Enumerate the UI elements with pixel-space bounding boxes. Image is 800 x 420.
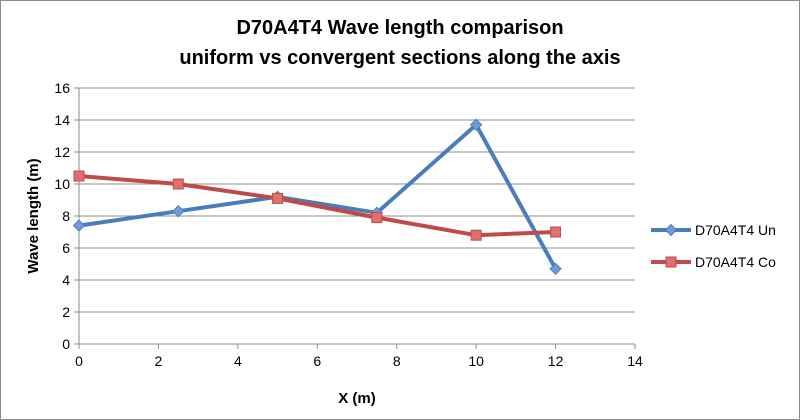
data-point-series-2 [172, 178, 184, 190]
series-line-1 [77, 122, 558, 271]
data-point-series-2 [73, 170, 85, 182]
legend-label-1: D70A4T4 Un [695, 222, 776, 238]
data-point-series-2 [550, 226, 562, 238]
x-axis-title: X (m) [338, 390, 376, 407]
legend-label-2: D70A4T4 Co [695, 254, 776, 270]
data-point-series-1 [469, 118, 483, 132]
y-tick-label: 2 [62, 304, 70, 320]
series-line-2 [77, 174, 558, 238]
y-tick-label: 12 [54, 144, 70, 160]
data-point-series-1 [72, 219, 86, 232]
y-tick-label: 14 [54, 112, 70, 128]
chart-title-line-2: uniform vs convergent sections along the… [179, 47, 620, 69]
data-point-series-2 [470, 229, 482, 241]
x-tick-label: 6 [313, 353, 321, 369]
x-tick-label: 14 [627, 353, 643, 369]
legend-marker-1 [664, 223, 678, 237]
axes [74, 87, 636, 349]
x-tick-label: 2 [155, 353, 163, 369]
y-tick-label: 10 [54, 176, 70, 192]
x-tick-label: 10 [468, 353, 484, 369]
data-point-series-2 [371, 212, 383, 224]
series-markers [72, 118, 562, 276]
legend-marker-2 [665, 256, 677, 268]
legend: D70A4T4 Un D70A4T4 Co [651, 222, 776, 270]
gridlines [79, 87, 635, 313]
x-tick-label: 4 [234, 353, 242, 369]
chart-title-line-1: D70A4T4 Wave length comparison [236, 17, 563, 39]
y-axis-title: Wave length (m) [25, 158, 42, 273]
x-tick-label: 0 [75, 353, 83, 369]
data-point-series-1 [172, 204, 185, 218]
y-tick-label: 6 [62, 240, 70, 256]
x-tick-label: 8 [393, 353, 401, 369]
tick-labels: 0 2 4 6 8 10 12 14 16 0 2 4 6 8 10 12 14 [54, 80, 643, 369]
series-lines [77, 122, 558, 271]
y-tick-label: 0 [62, 336, 70, 352]
y-tick-label: 4 [62, 272, 70, 288]
data-point-series-2 [272, 192, 284, 204]
y-tick-label: 16 [54, 80, 70, 96]
data-point-series-1 [549, 262, 562, 276]
y-tick-label: 8 [62, 208, 70, 224]
x-tick-label: 12 [548, 353, 564, 369]
